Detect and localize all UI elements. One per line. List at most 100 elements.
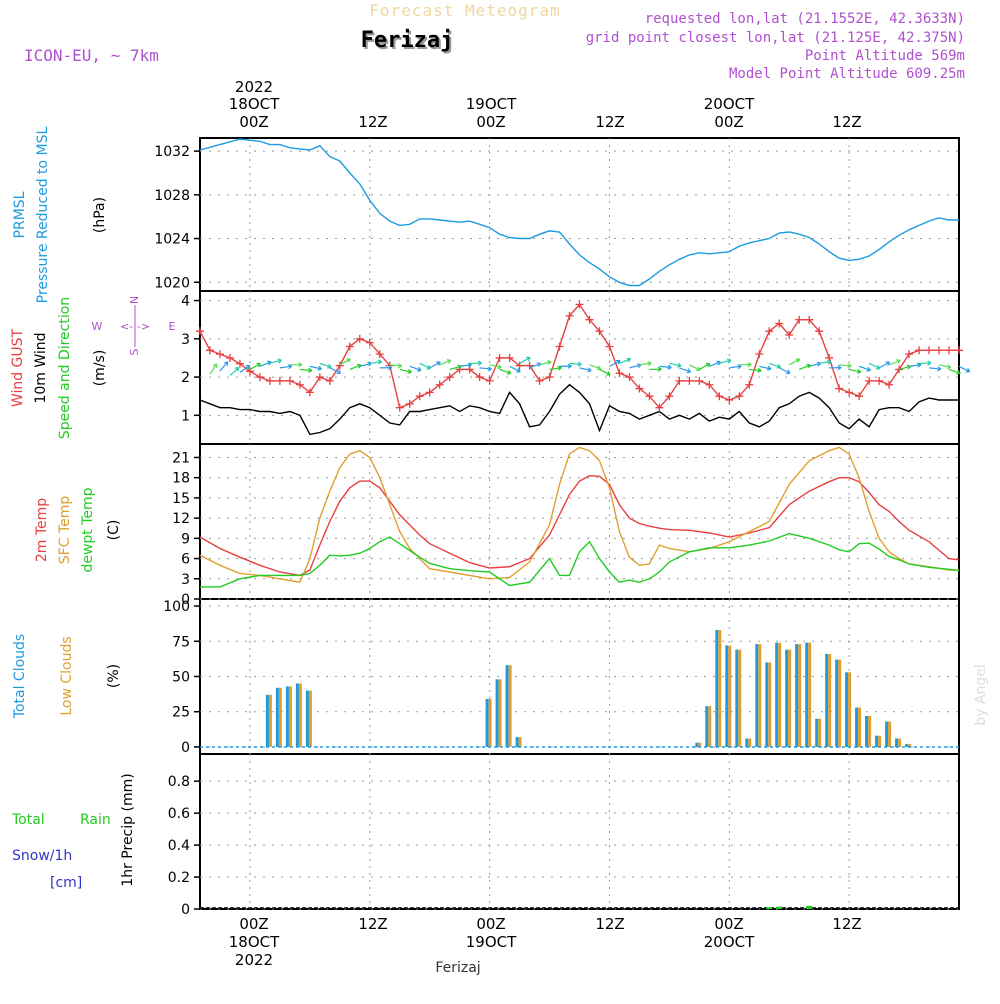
total-cloud-bar (715, 630, 718, 747)
top-tick-label: 12Z (358, 113, 387, 131)
top-tick-label: 12Z (832, 113, 861, 131)
total-cloud-bar (865, 716, 868, 747)
low-cloud-bar (878, 736, 881, 747)
low-cloud-bar (309, 691, 312, 747)
total-cloud-bar (815, 719, 818, 747)
bottom-tick-label: 00Z (239, 915, 268, 933)
low-cloud-label: Low Clouds (59, 636, 75, 715)
y-tick-label: 2 (181, 370, 190, 386)
top-tick-label: 12Z (595, 113, 624, 131)
top-year-label: 2022 (235, 78, 273, 96)
low-cloud-bar (838, 660, 841, 747)
bottom-tick-label: 00Z (476, 915, 505, 933)
top-day-label: 20OCT (704, 95, 755, 113)
pressure-unit: (hPa) (92, 197, 108, 233)
header-location: Ferizaj (361, 28, 454, 53)
low-cloud-bar (299, 684, 302, 747)
y-tick-label: 75 (172, 634, 190, 650)
precip-snow-unit: [cm] (50, 875, 82, 891)
total-cloud-bar (496, 679, 499, 747)
low-cloud-bar (509, 665, 512, 747)
header-point-altitude: Point Altitude 569m (805, 48, 965, 64)
header-model: ICON-EU, ~ 7km (24, 46, 159, 65)
total-cloud-bar (516, 737, 519, 747)
precip-total-label: Total (11, 812, 45, 828)
bottom-day-label: 19OCT (466, 933, 517, 951)
total-cloud-bar (905, 744, 908, 747)
bottom-day-label: 20OCT (704, 933, 755, 951)
compass-south: S (128, 348, 141, 355)
low-cloud-bar (808, 643, 811, 747)
low-cloud-bar (868, 716, 871, 747)
header-gridpoint: grid point closest lon,lat (21.125E, 42.… (586, 30, 965, 46)
low-cloud-bar (898, 739, 901, 748)
rain-bar (776, 907, 782, 909)
y-tick-label: 100 (163, 599, 190, 615)
total-cloud-bar (506, 665, 509, 747)
total-cloud-bar (775, 643, 778, 747)
total-cloud-bar (805, 643, 808, 747)
wind-10m-label: 10m Wind (33, 332, 49, 403)
pressure-label: PRMSL (12, 191, 28, 238)
low-cloud-bar (818, 719, 821, 747)
temp-unit: (C) (106, 520, 122, 541)
bottom-day-label: 18OCT (229, 933, 280, 951)
y-tick-label: 4 (181, 294, 190, 310)
top-day-label: 18OCT (229, 95, 280, 113)
compass-west: W (92, 320, 103, 333)
low-cloud-bar (279, 688, 282, 747)
low-cloud-bar (499, 679, 502, 747)
header-subtitle: Forecast Meteogram (369, 1, 560, 20)
total-cloud-bar (705, 706, 708, 747)
low-cloud-bar (858, 708, 861, 748)
total-cloud-bar (725, 646, 728, 748)
y-tick-label: 1032 (154, 144, 190, 160)
total-cloud-bar (745, 739, 748, 748)
total-cloud-bar (885, 722, 888, 747)
pressure-label: Pressure Reduced to MSL (35, 126, 51, 303)
top-day-label: 19OCT (466, 95, 517, 113)
y-tick-label: 0.4 (168, 838, 190, 854)
low-cloud-bar (289, 686, 292, 747)
low-cloud-bar (269, 695, 272, 747)
low-cloud-bar (708, 706, 711, 747)
bottom-tick-label: 12Z (358, 915, 387, 933)
total-cloud-label: Total Clouds (12, 634, 28, 719)
total-cloud-bar (755, 644, 758, 747)
total-cloud-bar (276, 688, 279, 747)
low-cloud-bar (848, 672, 851, 747)
low-cloud-bar (788, 650, 791, 747)
total-cloud-bar (855, 708, 858, 748)
wind-dir-label: Speed and Direction (57, 297, 73, 439)
y-tick-label: 25 (172, 705, 190, 721)
y-tick-label: 6 (181, 552, 190, 568)
total-cloud-bar (895, 739, 898, 748)
y-tick-label: 1028 (154, 188, 190, 204)
y-tick-label: 50 (172, 670, 190, 686)
total-cloud-bar (835, 660, 838, 747)
cloud-unit: (%) (106, 664, 122, 688)
low-cloud-bar (748, 739, 751, 748)
footer-location: Ferizaj (435, 960, 480, 976)
total-cloud-bar (735, 650, 738, 747)
top-tick-label: 00Z (714, 113, 743, 131)
total-cloud-bar (286, 686, 289, 747)
y-tick-label: 1 (181, 408, 190, 424)
low-cloud-bar (738, 650, 741, 747)
total-cloud-bar (266, 695, 269, 747)
bottom-tick-label: 00Z (714, 915, 743, 933)
y-tick-label: 0.6 (168, 806, 190, 822)
precip-rain-label: Rain (80, 812, 111, 828)
low-cloud-bar (778, 643, 781, 747)
total-cloud-bar (306, 691, 309, 747)
wind-unit: (m/s) (92, 350, 108, 387)
top-tick-label: 00Z (476, 113, 505, 131)
compass-north: N (128, 296, 141, 304)
low-cloud-bar (489, 699, 492, 747)
y-tick-label: 3 (181, 572, 190, 588)
rain-bar (806, 906, 812, 909)
compass-east: E (169, 320, 176, 333)
total-cloud-bar (296, 684, 299, 747)
